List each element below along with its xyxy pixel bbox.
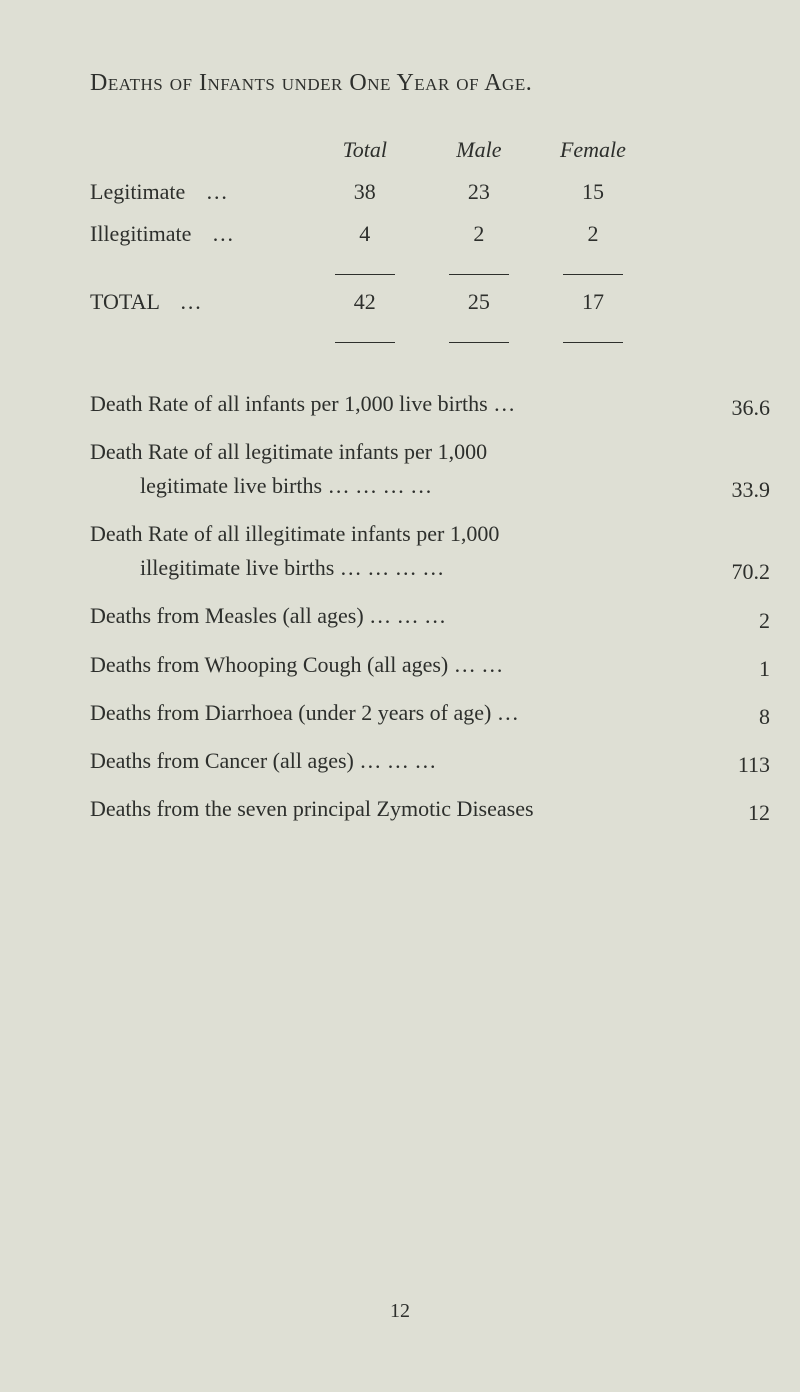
stat-value: 33.9 (650, 477, 770, 503)
row-label: Illegitimate … (90, 213, 308, 255)
page-number: 12 (0, 1300, 800, 1323)
hr-rule (449, 274, 509, 275)
stat-value: 36.6 (650, 395, 770, 421)
stat-label: Death Rate of all infants per 1,000 live… (90, 387, 650, 421)
ellipsis: … (191, 179, 230, 204)
stat-label: Deaths from Whooping Cough (all ages) … … (90, 648, 650, 682)
stat-label: Deaths from the seven principal Zymotic … (90, 792, 650, 826)
hr-rule (563, 274, 623, 275)
stat-label: Deaths from Cancer (all ages) … … … (90, 744, 650, 778)
hr-rule (563, 342, 623, 343)
cell: 2 (422, 213, 536, 255)
stat-value: 113 (650, 752, 770, 778)
stat-row: Death Rate of all infants per 1,000 live… (90, 387, 770, 421)
ellipsis: … (197, 221, 236, 246)
cell: 17 (536, 281, 650, 323)
stat-value: 8 (650, 704, 770, 730)
rule-row (90, 255, 650, 281)
hr-rule (449, 342, 509, 343)
row-label-text: Illegitimate (90, 221, 191, 246)
ellipsis: … (165, 289, 204, 314)
stat-row: Deaths from Measles (all ages) … … … 2 (90, 599, 770, 633)
stats-list: Death Rate of all infants per 1,000 live… (90, 387, 770, 826)
header-blank (90, 129, 308, 171)
stat-value: 1 (650, 656, 770, 682)
cell: 38 (308, 171, 422, 213)
stat-row: Deaths from Diarrhoea (under 2 years of … (90, 696, 770, 730)
stat-line: Death Rate of all infants per 1,000 live… (90, 391, 515, 416)
cell: 15 (536, 171, 650, 213)
total-row: TOTAL … 42 25 17 (90, 281, 650, 323)
stat-value: 2 (650, 608, 770, 634)
rule-row (90, 323, 650, 349)
cell: 25 (422, 281, 536, 323)
stat-line: Death Rate of all illegitimate infants p… (90, 521, 499, 546)
cell: 2 (536, 213, 650, 255)
stat-row: Deaths from Cancer (all ages) … … … 113 (90, 744, 770, 778)
stat-line: Deaths from the seven principal Zymotic … (90, 796, 534, 821)
stat-label: Deaths from Diarrhoea (under 2 years of … (90, 696, 650, 730)
stat-label: Death Rate of all illegitimate infants p… (90, 517, 650, 585)
document-page: Deaths of Infants under One Year of Age.… (0, 0, 800, 826)
hr-rule (335, 274, 395, 275)
stat-label: Death Rate of all legitimate infants per… (90, 435, 650, 503)
total-label-text: TOTAL (90, 289, 159, 314)
stat-row: Death Rate of all illegitimate infants p… (90, 517, 770, 585)
stat-value: 70.2 (650, 559, 770, 585)
row-label-text: Legitimate (90, 179, 185, 204)
hr-rule (335, 342, 395, 343)
table-row: Illegitimate … 4 2 2 (90, 213, 650, 255)
stat-line: legitimate live births … … … … (90, 469, 650, 503)
stat-line: illegitimate live births … … … … (90, 551, 650, 585)
table-row: Legitimate … 38 23 15 (90, 171, 650, 213)
stat-line: Death Rate of all legitimate infants per… (90, 439, 487, 464)
table-header-row: Total Male Female (90, 129, 650, 171)
header-total: Total (308, 129, 422, 171)
counts-table: Total Male Female Legitimate … 38 23 15 … (90, 129, 650, 349)
page-title: Deaths of Infants under One Year of Age. (90, 70, 750, 97)
stat-label: Deaths from Measles (all ages) … … … (90, 599, 650, 633)
cell: 23 (422, 171, 536, 213)
stat-line: Deaths from Cancer (all ages) … … … (90, 748, 436, 773)
stat-row: Deaths from the seven principal Zymotic … (90, 792, 770, 826)
stat-row: Deaths from Whooping Cough (all ages) … … (90, 648, 770, 682)
stat-row: Death Rate of all legitimate infants per… (90, 435, 770, 503)
total-label: TOTAL … (90, 281, 308, 323)
stat-line: Deaths from Measles (all ages) … … … (90, 603, 446, 628)
stat-line: Deaths from Whooping Cough (all ages) … … (90, 652, 503, 677)
stat-value: 12 (650, 800, 770, 826)
cell: 4 (308, 213, 422, 255)
header-male: Male (422, 129, 536, 171)
cell: 42 (308, 281, 422, 323)
stat-line: Deaths from Diarrhoea (under 2 years of … (90, 700, 519, 725)
row-label: Legitimate … (90, 171, 308, 213)
header-female: Female (536, 129, 650, 171)
